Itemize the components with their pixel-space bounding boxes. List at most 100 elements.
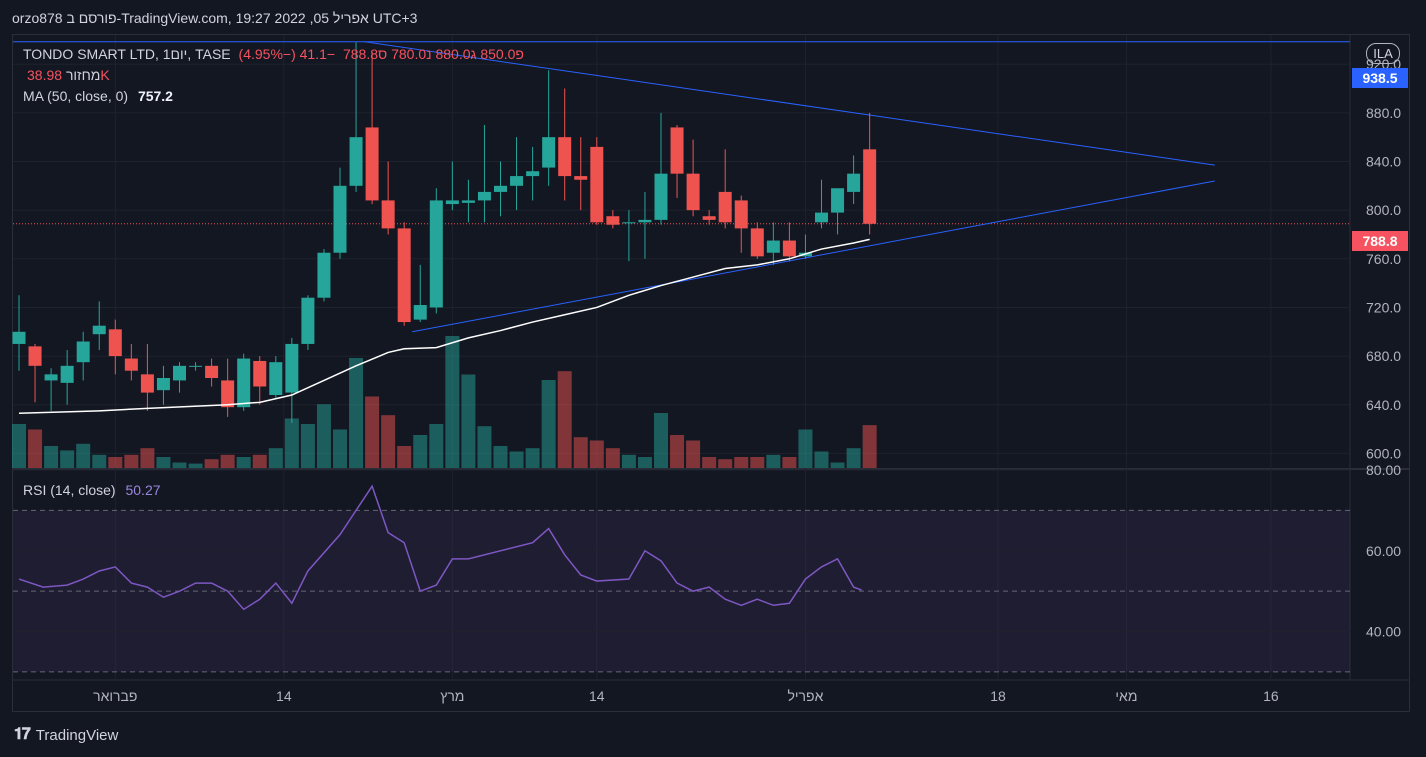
- candle-body: [60, 365, 74, 383]
- candle-body: [205, 365, 219, 378]
- price-tick-label: 680.0: [1366, 348, 1401, 364]
- candle-body: [189, 365, 203, 367]
- time-tick-label: אפריל: [788, 688, 824, 704]
- volume-bar: [28, 429, 43, 468]
- volume-bar: [124, 454, 139, 468]
- volume-bar: [846, 448, 861, 468]
- ma-label[interactable]: MA (50, close, 0): [23, 88, 129, 104]
- candle-body: [108, 329, 122, 357]
- volume-bar: [220, 454, 235, 468]
- volume-bar: [509, 451, 524, 468]
- volume-bar: [252, 454, 267, 468]
- candle-body: [381, 200, 395, 229]
- candle-body: [221, 380, 235, 408]
- price-tick-label: 640.0: [1366, 397, 1401, 413]
- candle-body: [413, 305, 427, 320]
- volume-bar: [477, 426, 492, 468]
- volume-label[interactable]: מחזור: [65, 67, 101, 83]
- symbol-label[interactable]: TONDO SMART LTD, 1יום, TASE: [23, 46, 231, 62]
- volume-bar: [397, 446, 412, 468]
- candle-body: [766, 240, 780, 253]
- volume-bar: [493, 446, 508, 468]
- volume-bar: [381, 415, 396, 468]
- price-tick-label: 760.0: [1366, 251, 1401, 267]
- volume-bar: [654, 413, 668, 468]
- volume-bar: [365, 396, 380, 468]
- candle-body: [863, 149, 877, 224]
- volume-bar: [766, 454, 781, 468]
- brand-name: TradingView: [35, 726, 119, 744]
- candle-body: [253, 360, 267, 387]
- time-tick-label: 14: [589, 688, 605, 704]
- volume-bar: [156, 457, 171, 468]
- volume-bar: [702, 457, 717, 468]
- volume-bar: [605, 448, 620, 468]
- volume-bar: [268, 448, 283, 468]
- candle-body: [285, 343, 299, 393]
- candle-body: [429, 200, 443, 308]
- volume-bar: [108, 457, 123, 468]
- candle-body: [606, 216, 620, 225]
- volume-bar: [172, 462, 187, 468]
- footer-brand[interactable]: 𝟏𝟕 TradingView: [14, 726, 118, 744]
- candle-body: [461, 200, 475, 203]
- price-tick-label: 720.0: [1366, 299, 1401, 315]
- candle-body: [815, 212, 828, 223]
- volume-bar: [333, 429, 347, 468]
- currency-button[interactable]: ILA: [1366, 43, 1400, 64]
- volume-bar: [92, 454, 107, 468]
- volume-bar: [525, 448, 540, 468]
- volume-bar: [284, 418, 299, 468]
- time-tick-label: 18: [990, 688, 1006, 704]
- volume-bar: [316, 404, 331, 468]
- chart-frame: [12, 34, 1410, 712]
- main-legend: TONDO SMART LTD, 1יום, TASE פ850.0 ג880.…: [23, 46, 524, 62]
- candle-body: [92, 325, 106, 335]
- triangle-trendline: [412, 180, 1215, 333]
- triangle-trendline: [364, 41, 1215, 166]
- volume-bar: [782, 457, 797, 468]
- tradingview-logo-icon: 𝟏𝟕: [14, 726, 31, 743]
- time-tick-label: מאי: [1115, 688, 1137, 704]
- volume-bar: [12, 424, 26, 468]
- volume-bar: [862, 425, 877, 468]
- rsi-tick-label: 40.00: [1366, 624, 1401, 640]
- candle-body: [397, 228, 411, 323]
- price-tick-label: 840.0: [1366, 153, 1401, 169]
- candle-body: [734, 200, 748, 229]
- candle-body: [702, 216, 716, 220]
- candle-body: [12, 331, 26, 344]
- candle-body: [510, 176, 524, 186]
- rsi-label[interactable]: RSI (14, close): [23, 482, 116, 498]
- time-tick-label: 16: [1263, 688, 1279, 704]
- candle-body: [140, 374, 154, 393]
- candle-body: [670, 127, 684, 174]
- volume-bar: [461, 374, 476, 468]
- rsi-value: 50.27: [125, 482, 161, 498]
- candle-body: [847, 173, 861, 192]
- volume-bar: [621, 454, 636, 468]
- ohlc-values: פ850.0 ג880.0 נ780.0 ס788.8: [342, 46, 524, 62]
- high-price-tag: 938.5: [1352, 68, 1408, 88]
- volume-bar: [830, 462, 845, 468]
- volume-bar: [670, 435, 685, 468]
- chart-header: orzo878 פורסם ב-TradingView.com, אפריל 0…: [12, 10, 418, 26]
- candle-body: [638, 219, 652, 223]
- volume-bar: [750, 457, 765, 468]
- volume-bar: [557, 371, 572, 468]
- candle-body: [831, 188, 845, 213]
- candle-body: [718, 191, 732, 223]
- volume-bar: [814, 451, 829, 468]
- volume-bar: [637, 457, 652, 468]
- time-tick-label: פברואר: [93, 688, 137, 704]
- candle-body: [76, 341, 90, 363]
- price-tick-label: 880.0: [1366, 105, 1401, 121]
- volume-bar: [445, 336, 460, 468]
- candle-body: [558, 137, 572, 177]
- candle-body: [574, 176, 588, 180]
- candle-body: [317, 252, 331, 298]
- price-tick-label: 800.0: [1366, 202, 1401, 218]
- rsi-legend: RSI (14, close) 50.27: [23, 482, 161, 498]
- candle-body: [526, 171, 540, 177]
